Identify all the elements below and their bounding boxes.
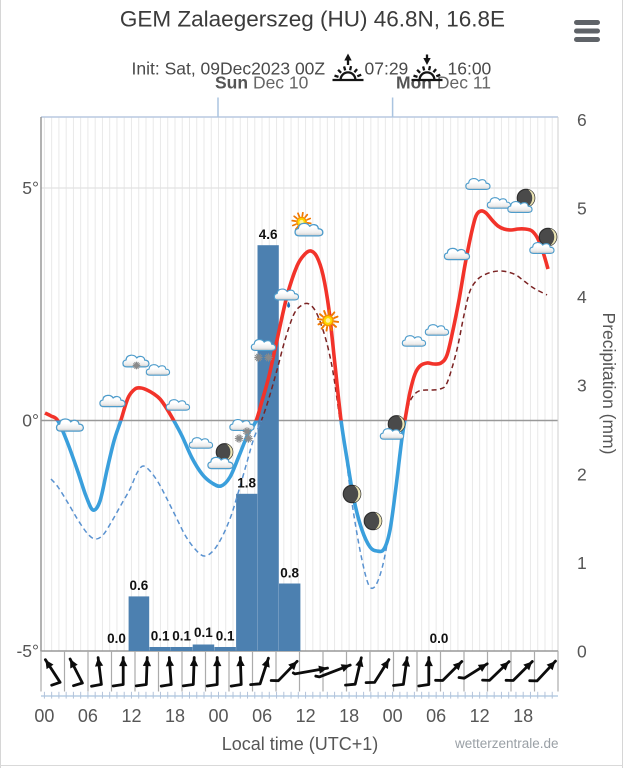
- svg-text:1.8: 1.8: [237, 476, 256, 491]
- svg-text:18: 18: [513, 706, 533, 726]
- svg-text:18: 18: [165, 706, 185, 726]
- svg-text:0.1: 0.1: [151, 629, 170, 644]
- svg-text:0.6: 0.6: [130, 578, 149, 593]
- svg-text:06: 06: [252, 706, 272, 726]
- svg-text:Precipitation (mm): Precipitation (mm): [599, 313, 619, 455]
- svg-text:0.1: 0.1: [172, 629, 191, 644]
- svg-text:0°: 0°: [22, 411, 39, 431]
- svg-text:-5°: -5°: [16, 641, 39, 661]
- svg-text:0: 0: [577, 642, 587, 662]
- svg-text:00: 00: [34, 706, 54, 726]
- svg-text:00: 00: [383, 706, 403, 726]
- svg-text:0.1: 0.1: [194, 625, 213, 640]
- svg-text:Local time (UTC+1): Local time (UTC+1): [222, 734, 379, 754]
- svg-text:5: 5: [577, 199, 587, 219]
- svg-text:6: 6: [577, 110, 587, 130]
- svg-text:12: 12: [121, 706, 141, 726]
- svg-text:0.0: 0.0: [107, 631, 126, 646]
- svg-text:00: 00: [208, 706, 228, 726]
- svg-text:06: 06: [426, 706, 446, 726]
- svg-text:2: 2: [577, 464, 587, 484]
- svg-text:4.6: 4.6: [259, 227, 278, 242]
- svg-text:06: 06: [78, 706, 98, 726]
- svg-text:16:00: 16:00: [448, 59, 492, 79]
- svg-text:0.0: 0.0: [430, 631, 449, 646]
- svg-text:3: 3: [577, 376, 587, 396]
- svg-text:Sun Dec 10: Sun Dec 10: [215, 73, 309, 93]
- svg-text:18: 18: [339, 706, 359, 726]
- svg-text:GEM Zalaegerszeg (HU) 46.8N, 1: GEM Zalaegerszeg (HU) 46.8N, 16.8E: [120, 7, 505, 32]
- svg-text:Init: Sat, 09Dec2023 00Z: Init: Sat, 09Dec2023 00Z: [132, 59, 326, 79]
- svg-text:07:29: 07:29: [365, 59, 409, 79]
- svg-text:12: 12: [296, 706, 316, 726]
- svg-text:wetterzentrale.de: wetterzentrale.de: [454, 736, 559, 751]
- svg-text:4: 4: [577, 287, 587, 307]
- svg-text:5°: 5°: [22, 178, 39, 198]
- svg-text:Mon Dec 11: Mon Dec 11: [396, 73, 491, 93]
- svg-text:0.1: 0.1: [216, 629, 235, 644]
- svg-text:12: 12: [470, 706, 490, 726]
- svg-text:0.8: 0.8: [280, 566, 299, 581]
- svg-text:1: 1: [577, 553, 587, 573]
